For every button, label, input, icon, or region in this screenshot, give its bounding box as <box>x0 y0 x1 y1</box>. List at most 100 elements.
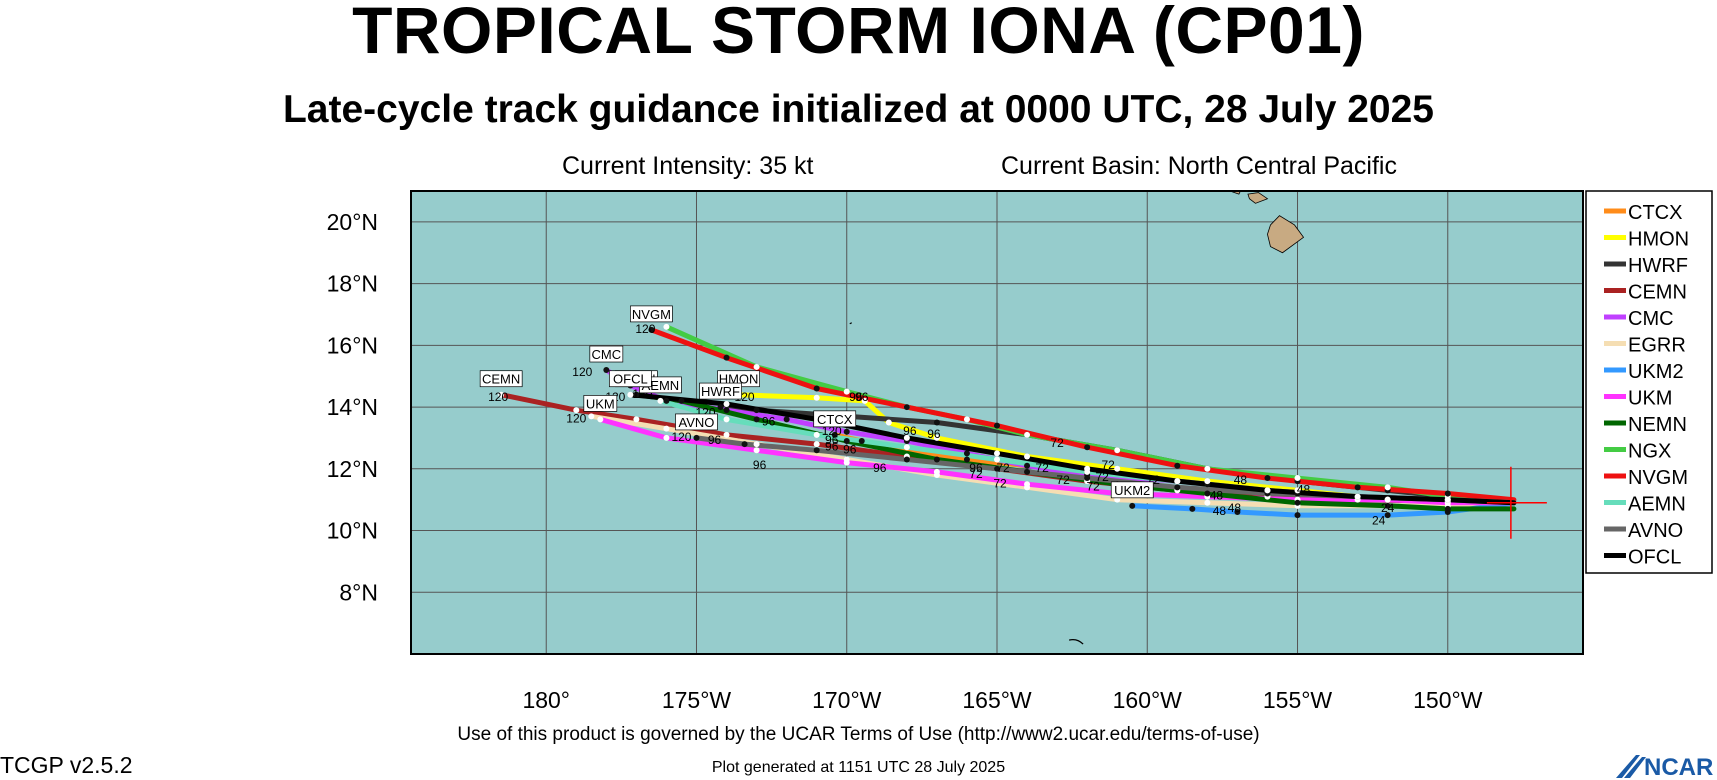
track-point-nvgm <box>1264 475 1271 482</box>
track-point-cmc <box>783 416 790 423</box>
track-map: 1201201201201201201201201201209696969696… <box>327 190 1713 713</box>
track-point-aemn <box>994 456 1000 463</box>
track-point-nemn <box>843 438 850 445</box>
forecast-hour-label: 120 <box>671 430 691 444</box>
forecast-hour-label: 96 <box>825 433 839 447</box>
end-label-ctcx: CTCX <box>817 412 853 427</box>
legend-label-ctcx: CTCX <box>1628 202 1682 224</box>
track-point-egrr <box>663 425 670 432</box>
track-point-hwrf <box>717 404 724 411</box>
track-point-hmon <box>1204 478 1211 485</box>
track-point-hmon <box>885 419 892 426</box>
track-point-ofcl <box>627 391 634 398</box>
track-point-ukm <box>663 434 670 441</box>
y-tick-label: 14°N <box>327 394 378 420</box>
track-point-nvgm <box>1354 484 1361 491</box>
forecast-hour-label: 96 <box>927 427 941 441</box>
legend-label-ofcl: OFCL <box>1628 547 1681 569</box>
track-point-ngx <box>753 363 760 370</box>
track-point-aemn <box>657 397 664 404</box>
chart-title: TROPICAL STORM IONA (CP01) <box>352 0 1365 67</box>
track-point-ofcl <box>1174 478 1181 485</box>
forecast-hour-label: 24 <box>1381 501 1395 515</box>
end-label-ukm: UKM <box>586 396 615 411</box>
track-point-ngx <box>1204 465 1211 472</box>
track-point-egrr <box>753 441 760 448</box>
track-point-cemn <box>723 431 730 438</box>
track-point-ukm2 <box>1294 512 1301 519</box>
track-point-cemn <box>573 407 580 414</box>
forecast-hour-label: 120 <box>635 322 655 336</box>
forecast-hour-label: 72 <box>1050 436 1064 450</box>
forecast-hour-label: 96 <box>708 433 722 447</box>
track-point-cmc <box>963 450 970 457</box>
legend-label-ngx: NGX <box>1628 441 1671 463</box>
end-label-nvgm: NVGM <box>632 307 671 322</box>
track-point-nvgm <box>994 422 1000 429</box>
x-tick-label: 160°W <box>1113 687 1183 713</box>
x-tick-label: 180° <box>522 687 570 713</box>
x-tick-label: 170°W <box>812 687 882 713</box>
track-point-ctcx <box>963 456 970 463</box>
track-point-ukm2 <box>1234 509 1241 516</box>
end-label-box-ukm2 <box>1110 481 1154 499</box>
track-point-ukm2 <box>1189 505 1196 512</box>
track-point-nemn <box>753 416 760 423</box>
ncar-logo-text: NCAR <box>1644 754 1713 780</box>
plot-generated-text: Plot generated at 1151 UTC 28 July 2025 <box>711 759 1006 776</box>
end-label-avno: AVNO <box>679 415 715 430</box>
track-point-ukm <box>933 468 940 475</box>
track-point-ngx <box>963 416 970 423</box>
track-point-nvgm <box>1174 462 1181 469</box>
track-point-hmon <box>1294 487 1301 494</box>
track-point-hmon <box>861 397 868 404</box>
legend-box <box>1585 190 1713 574</box>
x-tick-label: 175°W <box>662 687 732 713</box>
forecast-hour-label: 48 <box>1297 482 1311 496</box>
legend-label-hmon: HMON <box>1628 229 1689 251</box>
track-point-avno <box>741 441 748 448</box>
track-point-nemn <box>1384 502 1391 509</box>
track-point-ukm2 <box>1129 502 1136 509</box>
track-point-aemn <box>903 444 910 451</box>
track-point-ngx <box>843 388 850 395</box>
legend-label-avno: AVNO <box>1628 520 1683 542</box>
track-point-cemn <box>498 391 505 398</box>
track-point-egrr <box>588 413 595 420</box>
track-point-nvgm <box>723 354 730 361</box>
track-point-hmon <box>813 394 820 401</box>
track-point-cemn <box>813 441 820 448</box>
track-point-ctcx <box>831 431 838 438</box>
track-point-hmon <box>933 434 940 441</box>
forecast-hour-label: 96 <box>969 461 983 475</box>
track-point-nemn <box>1294 499 1301 506</box>
johnston-atoll <box>849 322 853 325</box>
track-point-cmc <box>843 428 850 435</box>
track-point-aemn <box>813 431 820 438</box>
forecast-hour-label: 72 <box>1056 473 1070 487</box>
chart-subtitle: Late-cycle track guidance initialized at… <box>282 88 1434 131</box>
track-point-nemn <box>633 391 640 398</box>
current-basin: Current Basin: North Central Pacific <box>1001 152 1397 180</box>
forecast-hour-label: 120 <box>822 424 842 438</box>
end-label-box-ctcx <box>813 410 857 428</box>
track-point-nemn <box>678 397 685 404</box>
forecast-hour-label: 96 <box>849 390 863 404</box>
y-tick-label: 20°N <box>327 209 378 235</box>
end-label-box-hwrf <box>699 382 742 400</box>
legend-label-cmc: CMC <box>1628 308 1674 330</box>
track-point-ngx <box>1024 431 1031 438</box>
track-point-nvgm <box>1444 490 1451 497</box>
forecast-hour-label: 72 <box>1095 470 1109 484</box>
track-point-avno <box>1174 484 1181 491</box>
palmyra-atoll <box>1068 639 1084 645</box>
track-point-ofcl <box>1084 465 1091 472</box>
legend-label-hwrf: HWRF <box>1628 255 1688 277</box>
track-point-nemn <box>1024 468 1031 475</box>
track-point-ukm2 <box>1384 512 1391 519</box>
forecast-hour-label: 72 <box>1035 461 1049 475</box>
y-tick-label: 10°N <box>327 518 378 544</box>
track-point-avno <box>1084 475 1091 482</box>
end-label-ofcl: OFCL <box>613 372 648 387</box>
end-label-cemn: CEMN <box>482 372 520 387</box>
